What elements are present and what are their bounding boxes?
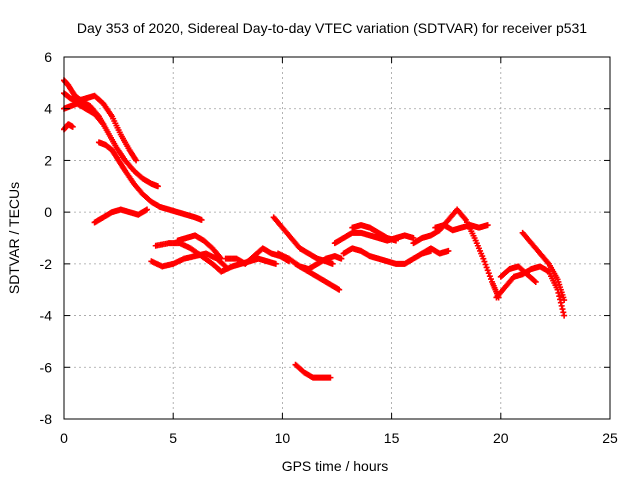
x-tick-label: 10	[275, 430, 291, 446]
series-arc-5	[95, 139, 205, 223]
data-point	[222, 263, 229, 270]
x-tick-label: 0	[60, 430, 68, 446]
data-point	[272, 260, 279, 267]
series-arc-16	[340, 245, 434, 267]
data-point	[486, 273, 493, 280]
data-point	[329, 260, 336, 267]
x-tick-label: 20	[493, 430, 509, 446]
y-tick-label: 2	[44, 152, 52, 168]
data-point	[532, 278, 539, 285]
chart-title: Day 353 of 2020, Sidereal Day-to-day VTE…	[77, 20, 587, 36]
y-tick-label: 6	[44, 49, 52, 65]
series-arc-4	[61, 121, 76, 133]
x-axis-label: GPS time / hours	[282, 458, 389, 474]
axis-ticks: 0 5 10 15 20 25 -8 -6 -4 -2 0 2 4 6	[40, 49, 618, 446]
data-point	[560, 309, 567, 316]
series-arc-3	[61, 100, 107, 128]
data-point	[481, 258, 488, 265]
x-tick-label: 15	[384, 430, 400, 446]
data-point	[531, 277, 538, 284]
data-point	[557, 299, 564, 306]
series-arc-8	[148, 250, 229, 270]
y-tick-label: 4	[44, 101, 52, 117]
series-arc-17	[349, 222, 399, 244]
data-point	[483, 264, 490, 271]
data-point	[336, 286, 343, 293]
data-point	[561, 312, 568, 319]
data-point	[558, 302, 565, 309]
series-arc-9	[174, 232, 225, 262]
series-arc-19	[432, 222, 491, 234]
data-point	[559, 306, 566, 313]
data-point	[133, 157, 140, 164]
series-arc-13	[292, 260, 343, 293]
y-tick-label: 0	[44, 204, 52, 220]
data-point	[484, 267, 491, 274]
data-point	[480, 255, 487, 262]
data-point	[410, 235, 417, 241]
series-arc-6	[91, 206, 150, 226]
y-tick-label: -8	[40, 411, 53, 427]
x-tick-label: 25	[602, 430, 618, 446]
series-arc-1	[61, 77, 161, 190]
data-point	[561, 297, 568, 304]
y-tick-label: -4	[40, 308, 53, 324]
data-point	[487, 276, 494, 283]
data-point	[482, 261, 489, 268]
data-point	[221, 262, 228, 269]
y-tick-label: -2	[40, 256, 53, 272]
data-point	[198, 216, 205, 223]
data-point	[100, 121, 107, 128]
data-point	[154, 183, 161, 190]
plot-frame	[63, 56, 611, 420]
data-point	[556, 293, 563, 300]
data-point	[327, 374, 334, 381]
data-point	[484, 222, 491, 229]
y-axis-label: SDTVAR / TECUs	[6, 182, 22, 294]
y-tick-label: -6	[40, 359, 53, 375]
data-point	[485, 270, 492, 277]
data-point	[445, 247, 452, 254]
series-arc-14	[292, 361, 334, 381]
series-arc-2	[61, 90, 140, 164]
data-points	[61, 77, 568, 381]
x-tick-label: 5	[169, 430, 177, 446]
data-point	[143, 206, 150, 213]
data-point	[69, 123, 76, 130]
series-arc-23	[519, 229, 568, 304]
data-point	[392, 237, 399, 244]
series-arc-20	[419, 245, 452, 257]
series-arc-22	[497, 263, 539, 285]
data-point	[338, 255, 345, 262]
